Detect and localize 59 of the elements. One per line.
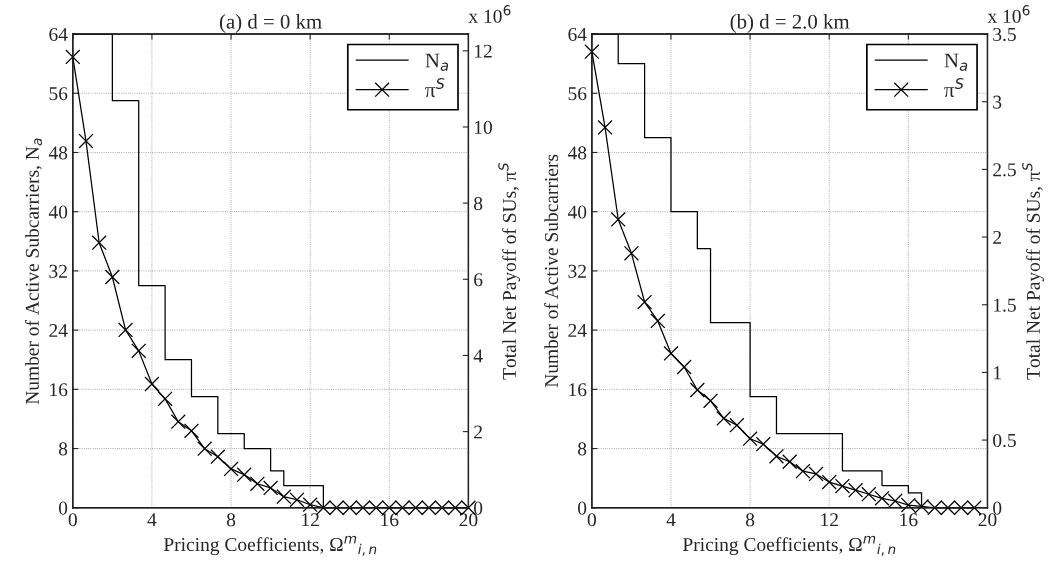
- x-tick-label: 16: [381, 513, 399, 527]
- y2-tick-label: 2: [993, 230, 1001, 244]
- y2-axis-title: Total Net Payoff of SUs, π$^{S}$: [1022, 162, 1044, 380]
- y2-tick-label: 6: [474, 273, 483, 287]
- y2-tick-label: 1: [994, 366, 1001, 380]
- x-axis-title: Pricing Coefficients, Ω$^{m}$$_{i,n}$: [163, 535, 377, 556]
- x-tick-label: 20: [459, 513, 478, 527]
- y2-tick-label: 0.5: [993, 433, 1016, 448]
- y-axis-title: Number of Active Subcarriers, N$_{a}$: [24, 138, 43, 405]
- x-tick-label: 12: [302, 513, 319, 527]
- y-tick-label: 40: [48, 205, 68, 219]
- x-tick-label: 4: [147, 513, 157, 527]
- legend-label: π$^{S}$: [425, 78, 445, 98]
- chart-title: (a) d = 0 km: [219, 14, 322, 33]
- x-tick-label: 0: [68, 513, 77, 527]
- y-tick-label: 16: [569, 383, 587, 397]
- y-tick-label: 24: [568, 323, 587, 337]
- x-tick-label: 20: [978, 513, 997, 527]
- y2-tick-label: 0: [993, 501, 1002, 515]
- y-tick-label: 64: [49, 27, 68, 41]
- chart-title: (b) d = 2.0 km: [730, 14, 850, 33]
- y-tick-label: 32: [49, 264, 67, 278]
- x-tick-label: 0: [587, 513, 596, 527]
- y2-axis-title: Total Net Payoff of SUs, π$^{S}$: [498, 162, 521, 380]
- x-axis-title: Pricing Coefficients, Ω$^{m}$$_{i,n}$: [682, 535, 896, 556]
- y2-tick-label: 1.5: [994, 298, 1016, 312]
- x-tick-label: 16: [900, 513, 918, 527]
- y2-tick-label: 10: [474, 120, 492, 134]
- legend-label: N$_{a}$: [425, 53, 449, 71]
- x-tick-label: 8: [745, 513, 755, 527]
- y-tick-label: 56: [49, 87, 68, 101]
- y-tick-label: 8: [578, 442, 587, 456]
- y-tick-label: 32: [568, 264, 586, 278]
- legend-label: π$^{S}$: [944, 78, 964, 98]
- y-tick-label: 0: [58, 501, 68, 515]
- text: x 10$^{6}$: [987, 5, 1030, 23]
- y-tick-label: 16: [50, 383, 68, 397]
- y2-tick-label: 8: [474, 196, 483, 211]
- y2-tick-label: 2.5: [993, 163, 1016, 177]
- y2-tick-label: 4: [473, 349, 483, 363]
- y2-tick-label: 3: [993, 95, 1002, 109]
- y-tick-label: 48: [567, 146, 587, 160]
- y-tick-label: 8: [58, 442, 68, 456]
- y-axis-title: Number of Active Subcarriers: [544, 154, 559, 388]
- x-tick-label: 4: [666, 513, 676, 527]
- y2-tick-label: 2: [474, 425, 482, 439]
- y-tick-label: 24: [49, 323, 68, 337]
- x-tick-label: 12: [821, 513, 838, 527]
- y-tick-label: 0: [578, 501, 587, 515]
- y-tick-label: 56: [568, 87, 587, 101]
- text: x 10$^{6}$: [468, 5, 511, 23]
- y-tick-label: 40: [567, 205, 587, 219]
- y2-tick-label: 12: [474, 44, 492, 58]
- y2-tick-label: 3.5: [993, 27, 1016, 42]
- legend-label: N$_{a}$: [944, 53, 968, 71]
- y-tick-label: 48: [48, 146, 68, 160]
- y2-tick-label: 0: [474, 501, 483, 515]
- x-tick-label: 8: [226, 513, 236, 527]
- y-tick-label: 64: [568, 27, 587, 41]
